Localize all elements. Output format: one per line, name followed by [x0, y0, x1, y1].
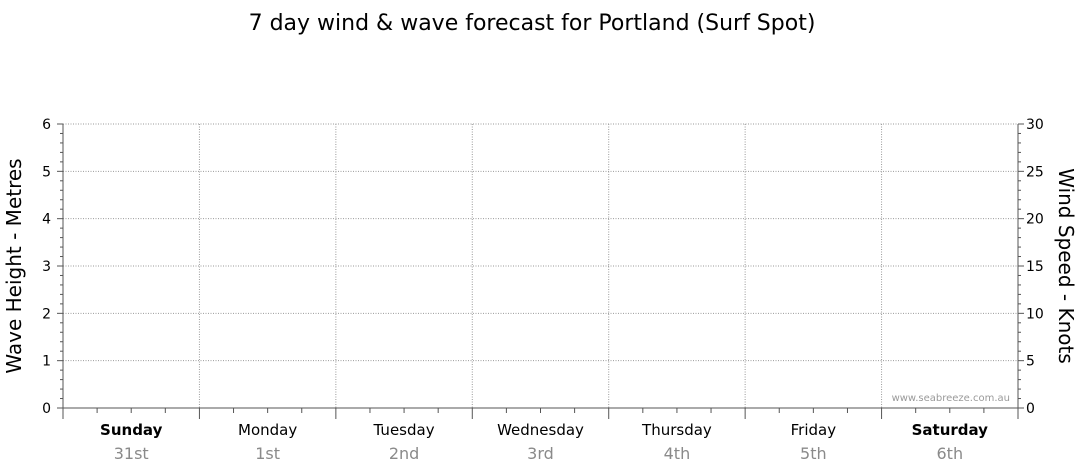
right-tick-label: 25 — [1026, 164, 1044, 180]
day-label: Tuesday — [373, 421, 435, 439]
watermark: www.seabreeze.com.au — [892, 393, 1010, 404]
date-label: 1st — [255, 444, 280, 463]
date-label: 4th — [664, 444, 691, 463]
right-axis-title: Wind Speed - Knots — [1054, 168, 1078, 364]
right-tick-label: 30 — [1026, 117, 1044, 133]
date-label: 3rd — [527, 444, 554, 463]
left-tick-label: 6 — [42, 117, 51, 133]
day-label: Friday — [791, 421, 837, 439]
right-tick-label: 20 — [1026, 212, 1044, 228]
left-axis-title: Wave Height - Metres — [2, 158, 26, 373]
day-label: Thursday — [641, 421, 712, 439]
left-tick-label: 3 — [42, 259, 51, 275]
right-tick-label: 15 — [1026, 259, 1044, 275]
left-tick-label: 5 — [42, 164, 51, 180]
day-label: Saturday — [912, 421, 989, 439]
bottom-axis: Sunday 31st Monday 1st Tuesday 2nd Wednesday 3r… — [62, 407, 1019, 463]
grid-lines — [63, 123, 1018, 408]
date-label: 6th — [936, 444, 963, 463]
right-tick-label: 0 — [1026, 401, 1035, 417]
date-label: 2nd — [389, 444, 419, 463]
date-label: 31st — [114, 444, 149, 463]
right-axis: 0 5 10 15 20 25 30 — [1017, 117, 1044, 417]
chart-title: 7 day wind & wave forecast for Portland … — [249, 11, 816, 36]
day-label: Sunday — [100, 421, 163, 439]
date-label: 5th — [800, 444, 827, 463]
left-tick-label: 1 — [42, 354, 51, 370]
left-tick-label: 2 — [42, 306, 51, 322]
left-axis: 0 1 2 3 4 5 6 — [42, 117, 64, 417]
left-tick-label: 4 — [42, 212, 51, 228]
day-label: Monday — [238, 421, 297, 439]
left-tick-label: 0 — [42, 401, 51, 417]
right-tick-label: 5 — [1026, 354, 1035, 370]
day-label: Wednesday — [497, 421, 584, 439]
right-tick-label: 10 — [1026, 306, 1044, 322]
